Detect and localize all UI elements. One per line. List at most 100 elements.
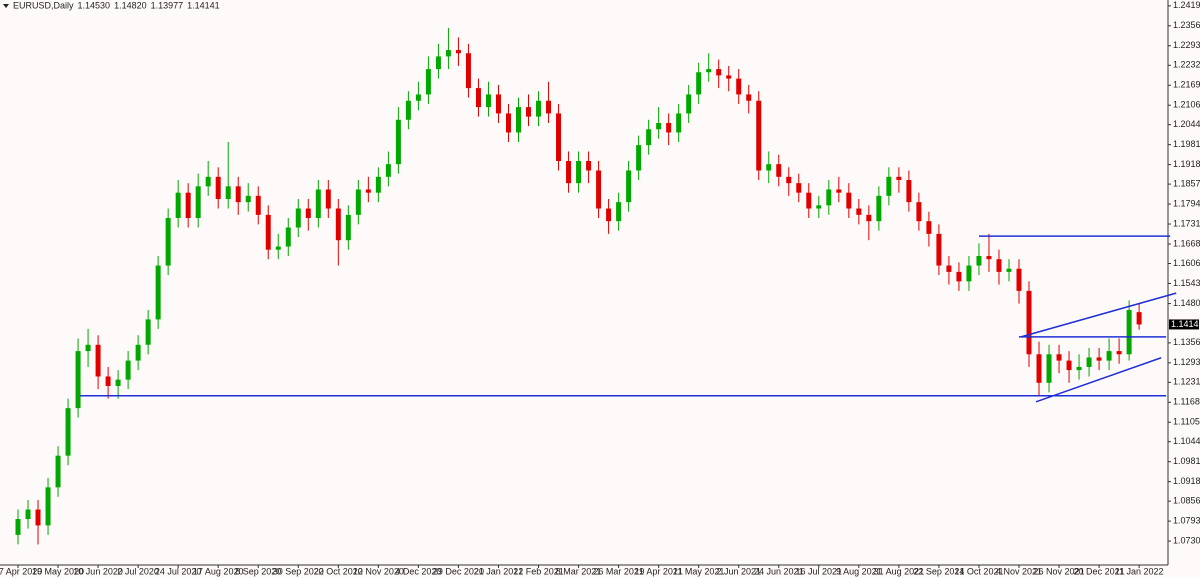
x-tick-label: 19 Apr 2021 — [634, 566, 683, 576]
candle-body — [726, 75, 732, 79]
candle-body — [425, 69, 431, 95]
candle-body — [35, 509, 41, 526]
ohlc-value: 1.14141 — [187, 0, 220, 10]
y-tick-label: 1.15435 — [1173, 278, 1200, 288]
candle-body — [1116, 351, 1122, 355]
y-tick-label: 1.12315 — [1173, 377, 1200, 387]
candle-body — [135, 344, 141, 361]
x-tick-label: 8 Sep 2020 — [235, 566, 281, 576]
ohlc-value: 1.14530 — [78, 0, 111, 10]
price-label: 1.14141 — [1171, 319, 1200, 329]
trend-line — [1035, 357, 1162, 403]
candle-body — [1086, 357, 1092, 367]
candle-body — [305, 208, 311, 219]
candle-body — [1096, 357, 1102, 361]
menu-icon[interactable] — [3, 4, 9, 8]
candle-body — [295, 208, 301, 228]
candle-body — [355, 189, 361, 215]
x-tick-label: 20 Dec 2021 — [1074, 566, 1125, 576]
candle-body — [85, 344, 91, 352]
candle-body — [926, 221, 932, 234]
y-tick-label: 1.19185 — [1173, 159, 1200, 169]
candle-body — [576, 160, 582, 184]
candle-body — [596, 170, 602, 209]
candle-body — [215, 176, 221, 200]
x-tick-label: 12 Nov 2020 — [353, 566, 404, 576]
candle-body — [455, 50, 461, 54]
y-tick-label: 1.18570 — [1173, 178, 1200, 188]
candle-body — [526, 107, 532, 117]
x-tick-label: 31 Aug 2021 — [874, 566, 925, 576]
x-tick-label: 9 Aug 2021 — [836, 566, 882, 576]
candle-body — [896, 176, 902, 180]
candle-body — [836, 189, 842, 193]
candle-body — [385, 164, 391, 177]
y-tick-label: 1.12930 — [1173, 357, 1200, 367]
candle-body — [606, 208, 612, 222]
y-tick-label: 1.17940 — [1173, 198, 1200, 208]
x-tick-label: 11 Jan 2022 — [1115, 566, 1164, 576]
candle-body — [405, 100, 411, 120]
candle-body — [1006, 268, 1012, 272]
y-tick-label: 1.2106 — [1173, 100, 1200, 110]
candle-body — [1076, 366, 1082, 371]
candle-body — [646, 129, 652, 146]
candle-body — [155, 265, 161, 320]
candle-body — [1016, 268, 1022, 291]
candle-body — [105, 376, 111, 386]
candle-body — [906, 179, 912, 203]
candle-body — [996, 259, 1002, 272]
candle-body — [235, 186, 241, 203]
y-tick-label: 1.17310 — [1173, 218, 1200, 228]
x-tick-label: 22 Oct 2020 — [314, 566, 363, 576]
x-tick-label: 26 Mar 2021 — [593, 566, 644, 576]
candle-body — [1036, 354, 1042, 383]
x-tick-label: 4 Nov 2021 — [996, 566, 1042, 576]
y-tick-label: 1.2169 — [1173, 80, 1200, 90]
candle-body — [465, 53, 471, 89]
candle-body — [706, 69, 712, 73]
candle-body — [335, 208, 341, 241]
candle-body — [956, 271, 962, 282]
y-tick-label: 1.07305 — [1173, 535, 1200, 545]
candle-body — [846, 192, 852, 209]
candle-body — [185, 192, 191, 219]
candle-body — [776, 164, 782, 177]
candle-body — [475, 88, 481, 108]
candle-body — [966, 265, 972, 282]
x-tick-label: 14 Oct 2021 — [954, 566, 1003, 576]
x-tick-label: 24 Jun 2021 — [754, 566, 804, 576]
candle-body — [265, 214, 271, 250]
y-tick-label: 1.11685 — [1173, 397, 1200, 407]
candle-body — [986, 256, 992, 260]
y-tick-label: 1.24195 — [1173, 0, 1200, 10]
candle-body — [175, 192, 181, 219]
y-tick-label: 1.16680 — [1173, 238, 1200, 248]
candle-body — [1066, 360, 1072, 371]
candle-body — [756, 100, 762, 171]
candle-body — [1026, 290, 1032, 355]
candle-body — [676, 113, 682, 133]
price-label-bg — [1169, 319, 1199, 330]
candle-body — [656, 122, 662, 130]
x-tick-label: 11 May 2021 — [673, 566, 724, 576]
candle-body — [1046, 354, 1052, 383]
candle-body — [716, 69, 722, 76]
x-tick-label: 2 Jul 2020 — [117, 566, 159, 576]
candle-body — [936, 233, 942, 266]
candle-body — [495, 94, 501, 114]
candle-body — [195, 186, 201, 219]
candle-body — [415, 94, 421, 101]
candle-body — [245, 195, 251, 203]
candle-body — [746, 94, 752, 101]
candle-body — [616, 202, 622, 222]
candle-body — [766, 164, 772, 171]
candle-body — [666, 122, 672, 133]
y-tick-label: 1.20445 — [1173, 119, 1200, 129]
candle-body — [916, 202, 922, 222]
y-tick-label: 1.09810 — [1173, 456, 1200, 466]
candle-body — [255, 195, 261, 215]
y-tick-label: 1.22935 — [1173, 40, 1200, 50]
candle-body — [55, 455, 61, 488]
